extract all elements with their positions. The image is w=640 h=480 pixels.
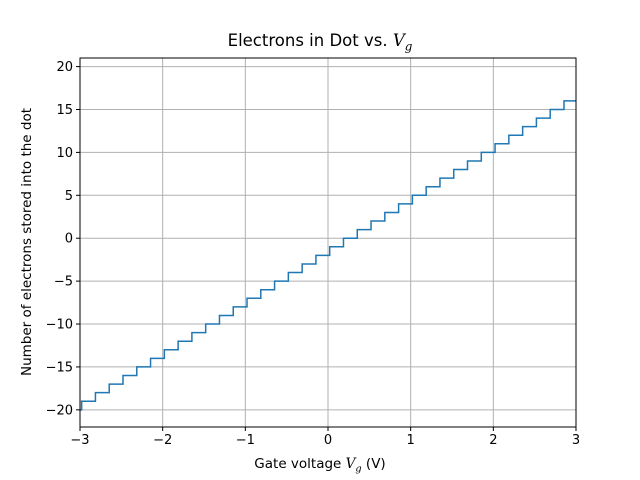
y-tick-label: 10 <box>56 146 73 161</box>
x-tick-label: 2 <box>489 433 497 448</box>
xlabel-prefix: Gate voltage <box>254 456 346 472</box>
y-tick-label: 0 <box>65 232 73 247</box>
x-tick-label: 3 <box>572 433 580 448</box>
xlabel-sub: g <box>355 463 362 475</box>
y-tick-label: 15 <box>56 103 73 118</box>
y-tick-label: −10 <box>46 318 73 333</box>
y-ticks: −20 −15 −10 −5 0 5 10 15 20 <box>46 60 80 418</box>
y-tick-label: 20 <box>56 60 73 75</box>
title-sub: g <box>404 39 413 54</box>
xlabel-var: V <box>345 456 356 472</box>
grid <box>79 58 577 427</box>
plot-area-clip <box>80 100 576 411</box>
y-tick-label: −20 <box>46 403 73 418</box>
y-tick-label: −15 <box>46 360 73 375</box>
x-tick-label: −3 <box>70 433 89 448</box>
title-var: V <box>392 31 405 50</box>
title-prefix: Electrons in Dot vs. <box>227 31 393 50</box>
x-ticks: −3 −2 −1 0 1 2 3 <box>70 427 580 448</box>
x-tick-label: 1 <box>407 433 415 448</box>
x-tick-label: 0 <box>324 433 332 448</box>
chart-title: Electrons in Dot vs. Vg <box>0 31 640 53</box>
y-tick-label: 5 <box>65 189 73 204</box>
xlabel-suffix: (V) <box>361 456 386 472</box>
x-tick-label: −2 <box>153 433 172 448</box>
y-axis-label-text: Number of electrons stored into the dot <box>19 107 35 377</box>
x-tick-label: −1 <box>236 433 255 448</box>
electrons-step-line <box>80 100 576 411</box>
x-axis-label: Gate voltage Vg (V) <box>0 456 640 475</box>
y-tick-label: −5 <box>54 275 73 290</box>
